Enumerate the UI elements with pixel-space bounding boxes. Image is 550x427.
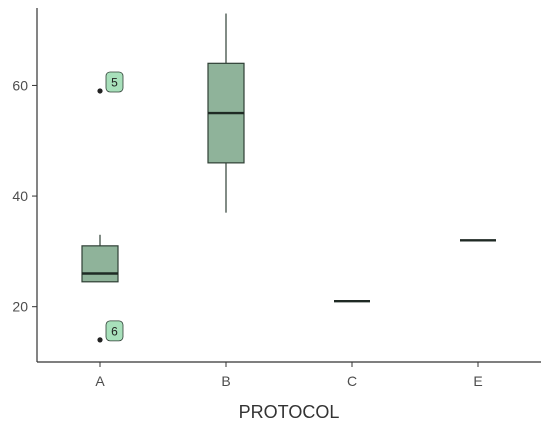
outlier-5: 5 <box>97 71 124 94</box>
box-A <box>81 234 119 283</box>
outlier-label-box <box>105 71 124 93</box>
y-axis-ticks: 20 40 60 <box>12 77 37 315</box>
outlier-point <box>97 337 103 343</box>
x-tick-label: E <box>473 373 482 389</box>
box-B <box>207 13 245 213</box>
outlier-6: 6 <box>97 320 124 343</box>
x-axis-title: PROTOCOL <box>239 402 340 422</box>
x-tick-label: B <box>221 373 230 389</box>
outlier-label-box <box>105 320 124 342</box>
x-tick-label: A <box>95 373 105 389</box>
outlier-label: 6 <box>111 324 118 338</box>
y-tick-label: 40 <box>12 188 28 204</box>
box-body <box>81 245 119 283</box>
y-tick-label: 60 <box>12 77 28 93</box>
outlier-point <box>97 88 103 94</box>
outlier-label: 5 <box>111 75 118 89</box>
plot-area: 56 <box>81 13 496 343</box>
x-tick-label: C <box>347 373 357 389</box>
y-tick-label: 20 <box>12 299 28 315</box>
